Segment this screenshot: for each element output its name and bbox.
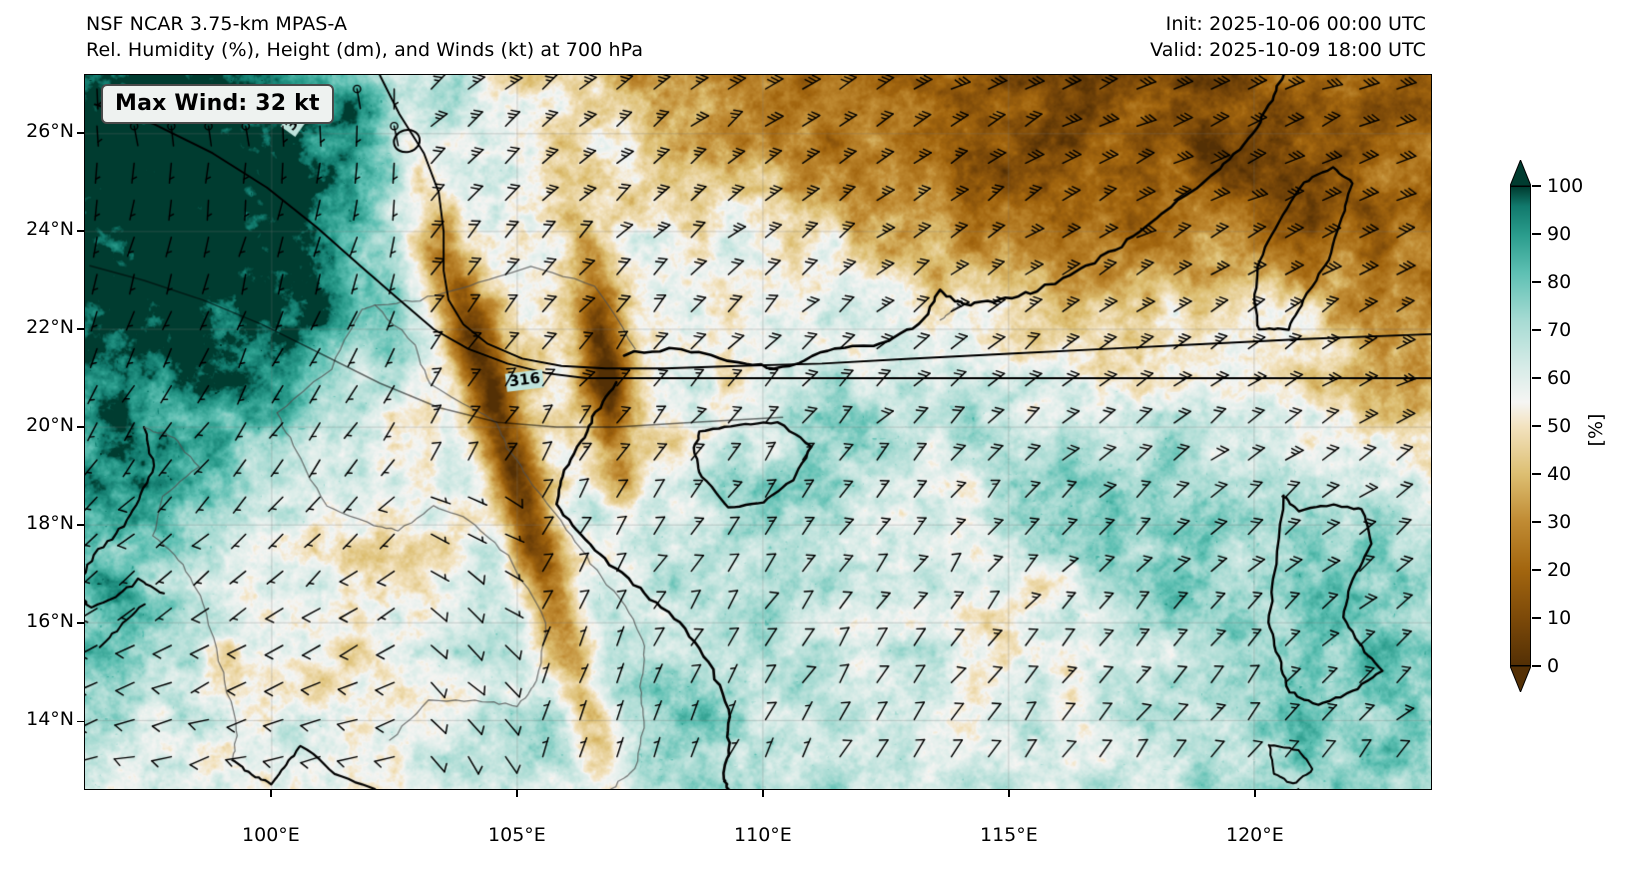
colorbar-tick	[1532, 665, 1541, 667]
valid-time-label: Valid: 2025-10-09 18:00 UTC	[1150, 39, 1426, 61]
colorbar-tick-label: 50	[1547, 415, 1572, 437]
x-axis-tick-label: 115°E	[980, 824, 1038, 846]
colorbar-tick-label: 60	[1547, 367, 1572, 389]
colorbar-tick-label: 30	[1547, 511, 1572, 533]
colorbar-gradient	[1510, 186, 1531, 666]
y-axis-tick	[77, 720, 84, 723]
model-title: NSF NCAR 3.75-km MPAS-A	[86, 13, 348, 35]
x-axis-tick	[516, 790, 518, 797]
max-wind-badge: Max Wind: 32 kt	[101, 84, 334, 124]
x-axis-tick-label: 100°E	[242, 824, 300, 846]
colorbar-tick	[1532, 233, 1541, 235]
y-axis-tick	[77, 524, 84, 526]
colorbar-tick-label: 90	[1547, 223, 1572, 245]
colorbar: [%] 0 10 20 30 40 50 60 70 80 90 100	[1500, 160, 1620, 700]
colorbar-tick-label: 80	[1547, 271, 1572, 293]
colorbar-extend-top-icon	[1510, 160, 1531, 186]
y-axis-tick	[77, 230, 84, 232]
colorbar-tick-label: 40	[1547, 463, 1572, 485]
y-axis-tick	[77, 426, 84, 428]
map-plot-area	[84, 74, 1432, 790]
x-axis-tick	[1008, 790, 1010, 797]
relative-humidity-field	[85, 75, 1431, 789]
colorbar-unit-label: [%]	[1585, 413, 1607, 447]
colorbar-tick	[1532, 377, 1541, 379]
colorbar-tick-label: 0	[1547, 655, 1560, 677]
x-axis-tick	[1254, 790, 1256, 797]
colorbar-tick	[1532, 521, 1541, 523]
colorbar-tick-label: 70	[1547, 319, 1572, 341]
colorbar-extend-bottom-icon	[1510, 666, 1531, 692]
colorbar-tick	[1532, 617, 1541, 619]
colorbar-tick-label: 20	[1547, 559, 1572, 581]
x-axis-tick	[270, 790, 272, 797]
field-description: Rel. Humidity (%), Height (dm), and Wind…	[86, 39, 644, 61]
y-axis-tick	[77, 132, 84, 134]
colorbar-tick	[1532, 473, 1541, 475]
x-axis-tick-label: 105°E	[488, 824, 546, 846]
colorbar-tick	[1532, 281, 1541, 283]
x-axis-tick	[762, 790, 764, 797]
colorbar-tick-label: 100	[1547, 175, 1584, 197]
x-axis-tick-label: 110°E	[734, 824, 792, 846]
y-axis-tick	[77, 328, 84, 330]
colorbar-tick	[1532, 425, 1541, 427]
y-axis-tick	[77, 622, 84, 625]
init-time-label: Init: 2025-10-06 00:00 UTC	[1165, 13, 1426, 35]
colorbar-tick	[1532, 569, 1541, 571]
colorbar-tick	[1532, 329, 1541, 331]
colorbar-tick-label: 10	[1547, 607, 1572, 629]
x-axis-tick-label: 120°E	[1225, 824, 1284, 846]
colorbar-tick	[1532, 185, 1541, 187]
